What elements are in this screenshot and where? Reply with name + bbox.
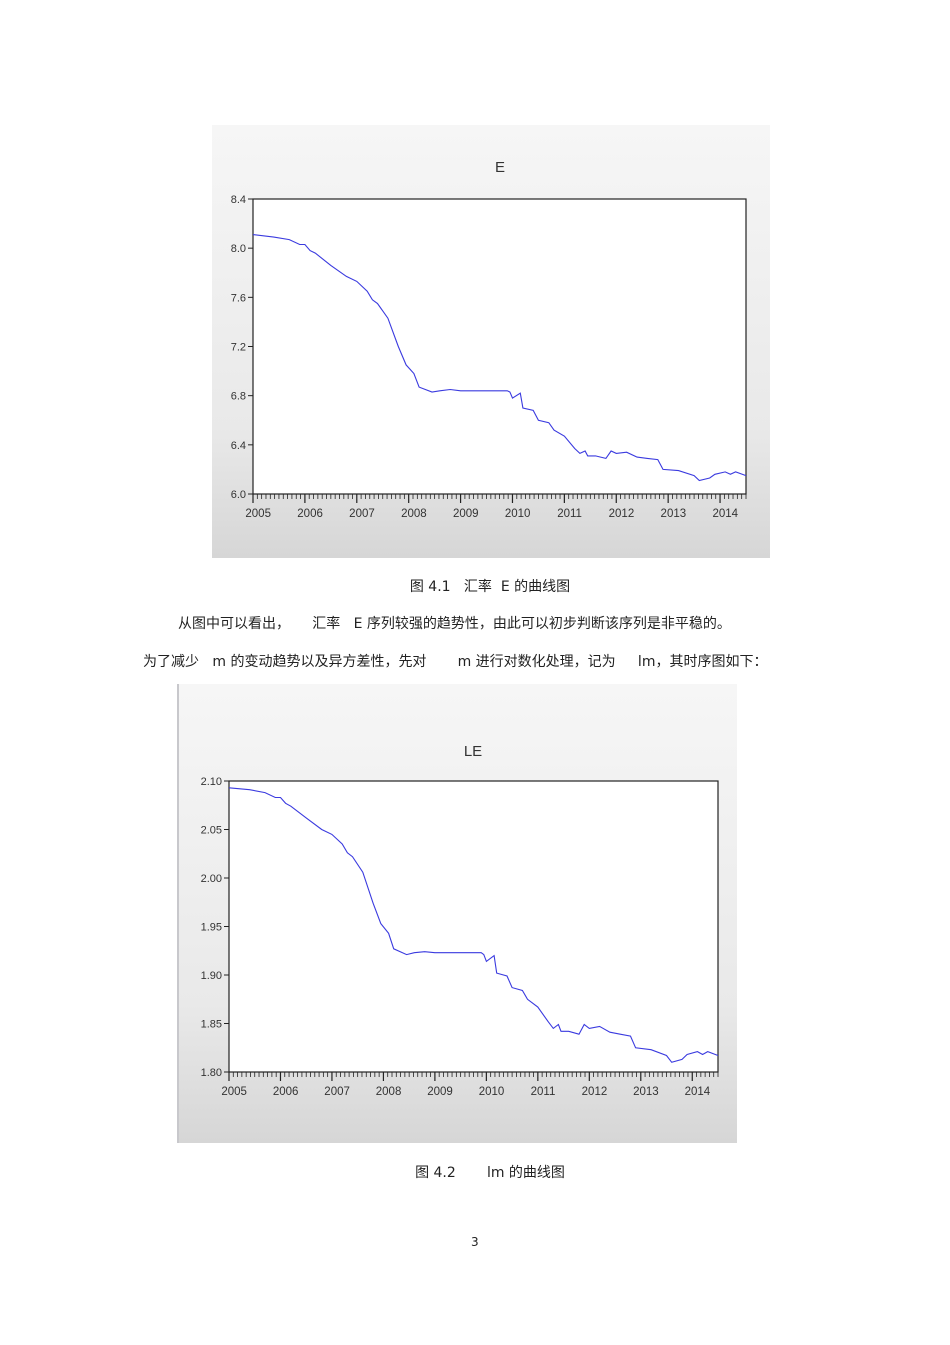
- x-tick-label: 2007: [349, 508, 375, 520]
- x-tick-label: 2009: [427, 1086, 453, 1098]
- y-tick-label: 1.95: [201, 922, 222, 934]
- plot-area: [252, 198, 747, 495]
- y-tick-label: 6.8: [231, 391, 246, 403]
- y-tick-label: 7.2: [231, 342, 246, 354]
- y-tick-label: 2.00: [201, 873, 222, 885]
- chart-title: E: [495, 159, 505, 176]
- y-tick-label: 1.80: [201, 1067, 222, 1079]
- x-tick-label: 2013: [633, 1086, 659, 1098]
- x-tick-label: 2005: [221, 1086, 247, 1098]
- x-tick-label: 2011: [531, 1086, 556, 1098]
- x-tick-label: 2011: [557, 508, 582, 520]
- y-tick-label: 8.0: [231, 243, 246, 255]
- chart-le-svg: LE 1.80 1.85 1.90 1.95 2.00 2.05 2.10 2005 2006 20…: [201, 743, 719, 1098]
- x-tick-label: 2007: [324, 1086, 350, 1098]
- plot-area: [228, 780, 719, 1073]
- figure-caption-1: 图 4.1 汇率 E 的曲线图: [409, 579, 571, 595]
- x-tick-label: 2014: [712, 508, 738, 520]
- y-tick-label: 6.0: [231, 489, 246, 501]
- x-tick-label: 2010: [505, 508, 531, 520]
- y-tick-label: 7.6: [231, 292, 246, 304]
- y-tick-label: 2.05: [201, 825, 222, 837]
- chart-title: LE: [464, 743, 482, 760]
- page-number: 3: [471, 1235, 479, 1249]
- x-tick-label: 2014: [685, 1086, 711, 1098]
- chart-le: LE 1.80 1.85 1.90 1.95 2.00 2.05 2.10 2005 2006 20…: [177, 684, 737, 1143]
- x-tick-label: 2006: [273, 1086, 299, 1098]
- x-tick-label: 2005: [245, 508, 271, 520]
- x-tick-label: 2012: [609, 508, 635, 520]
- chart-e-svg: E 6.0 6.4 6.8 7.2 7.6 8.0 8.4 2005 2006 2007 2008 20…: [231, 159, 747, 520]
- y-tick-label: 2.10: [201, 776, 222, 788]
- x-tick-label: 2010: [479, 1086, 505, 1098]
- x-tick-label: 2013: [661, 508, 687, 520]
- x-tick-label: 2008: [401, 508, 427, 520]
- series-line: [252, 234, 747, 482]
- x-tick-label: 2006: [297, 508, 323, 520]
- x-tick-label: 2008: [376, 1086, 402, 1098]
- x-tick-label: 2009: [453, 508, 479, 520]
- paragraph-2: 为了减少 m 的变动趋势以及异方差性，先对 m 进行对数化处理，记为 lm，其时…: [143, 654, 768, 670]
- chart-e: E 6.0 6.4 6.8 7.2 7.6 8.0 8.4 2005 2006 2007 2008 20…: [212, 125, 770, 558]
- y-tick-label: 1.85: [201, 1019, 222, 1031]
- paragraph-1: 从图中可以看出， 汇率 E 序列较强的趋势性，由此可以初步判断该序列是非平稳的。: [178, 616, 731, 632]
- x-tick-label: 2012: [582, 1086, 608, 1098]
- y-tick-label: 8.4: [231, 194, 246, 206]
- y-tick-label: 6.4: [231, 440, 246, 452]
- series-line: [228, 787, 719, 1063]
- figure-caption-2: 图 4.2 lm 的曲线图: [415, 1165, 565, 1181]
- y-tick-label: 1.90: [201, 970, 222, 982]
